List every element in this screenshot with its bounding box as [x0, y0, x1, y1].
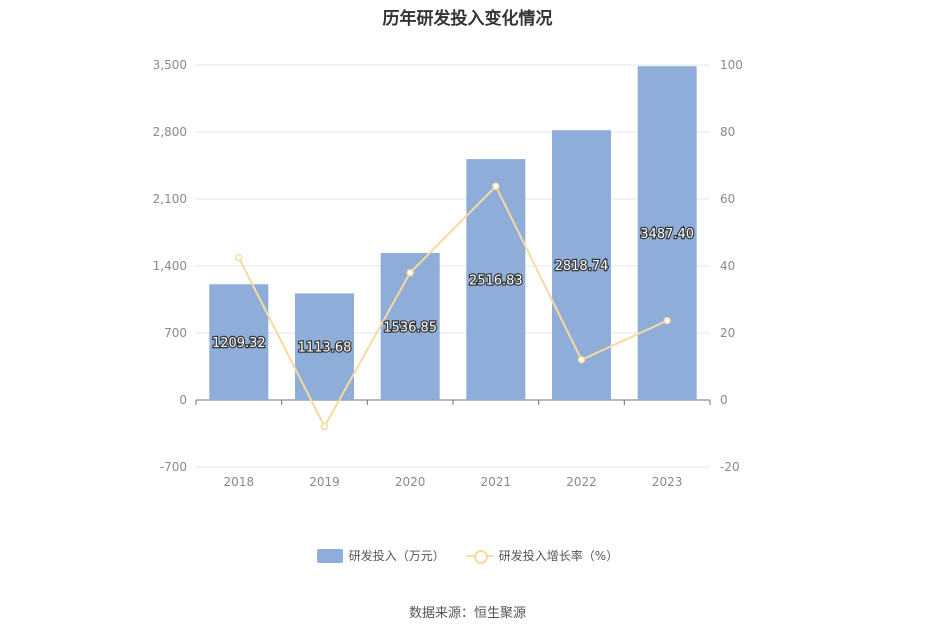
bar-value-label: 1113.68 — [298, 341, 352, 356]
y-right-tick-label: -20 — [720, 460, 740, 474]
y-left-tick-label: 3,500 — [153, 58, 187, 72]
bar-value-label: 2818.74 — [555, 259, 609, 274]
legend-line-label: 研发投入增长率（%） — [498, 549, 619, 563]
bar — [552, 130, 611, 401]
x-tick-label: 2020 — [395, 475, 426, 489]
bar — [380, 252, 440, 400]
y-left-tick-label: -700 — [160, 460, 187, 474]
legend-line-swatch — [466, 549, 493, 564]
y-right-tick-label: 0 — [720, 393, 728, 407]
x-tick-label: 2019 — [309, 475, 340, 489]
growth-point — [406, 268, 414, 277]
source-note: 数据来源：恒生聚源 — [408, 606, 526, 621]
growth-point — [492, 182, 500, 191]
y-left-tick-label: 2,100 — [153, 192, 187, 206]
y-right-tick-label: 100 — [720, 58, 743, 72]
legend-item-line[interactable]: 研发投入增长率（%） — [466, 547, 619, 564]
growth-point — [577, 356, 586, 364]
y-right-tick-label: 80 — [720, 125, 735, 139]
bar — [466, 159, 526, 400]
y-left-tick-label: 700 — [164, 326, 187, 340]
growth-point — [235, 253, 243, 262]
bar-value-label: 1209.32 — [212, 336, 266, 351]
chart-legend: 研发投入（万元） 研发投入增长率（%） — [0, 547, 935, 564]
x-tick-label: 2023 — [652, 475, 683, 489]
legend-bar-swatch — [316, 548, 343, 563]
y-left-tick-label: 2,800 — [153, 125, 187, 139]
legend-item-bar[interactable]: 研发投入（万元） — [316, 547, 445, 564]
y-right-tick-label: 60 — [720, 192, 735, 206]
bar-value-label: 3487.40 — [640, 227, 694, 242]
growth-point — [320, 422, 329, 431]
bar — [637, 66, 697, 401]
bar — [209, 284, 269, 400]
bar-value-label: 2516.83 — [469, 274, 523, 289]
y-right-tick-label: 20 — [720, 326, 735, 340]
y-left-tick-label: 0 — [179, 393, 187, 407]
bar-value-label: 1536.85 — [383, 320, 437, 335]
chart-title: 历年研发投入变化情况 — [382, 9, 553, 29]
legend-bar-label: 研发投入（万元） — [348, 549, 445, 563]
x-tick-label: 2021 — [481, 475, 512, 489]
x-tick-label: 2022 — [566, 475, 597, 489]
y-left-tick-label: 1,400 — [153, 259, 187, 273]
growth-line — [237, 184, 668, 429]
growth-point — [663, 316, 671, 325]
x-tick-label: 2018 — [224, 475, 255, 489]
bar — [295, 293, 354, 400]
y-right-tick-label: 40 — [720, 259, 735, 273]
